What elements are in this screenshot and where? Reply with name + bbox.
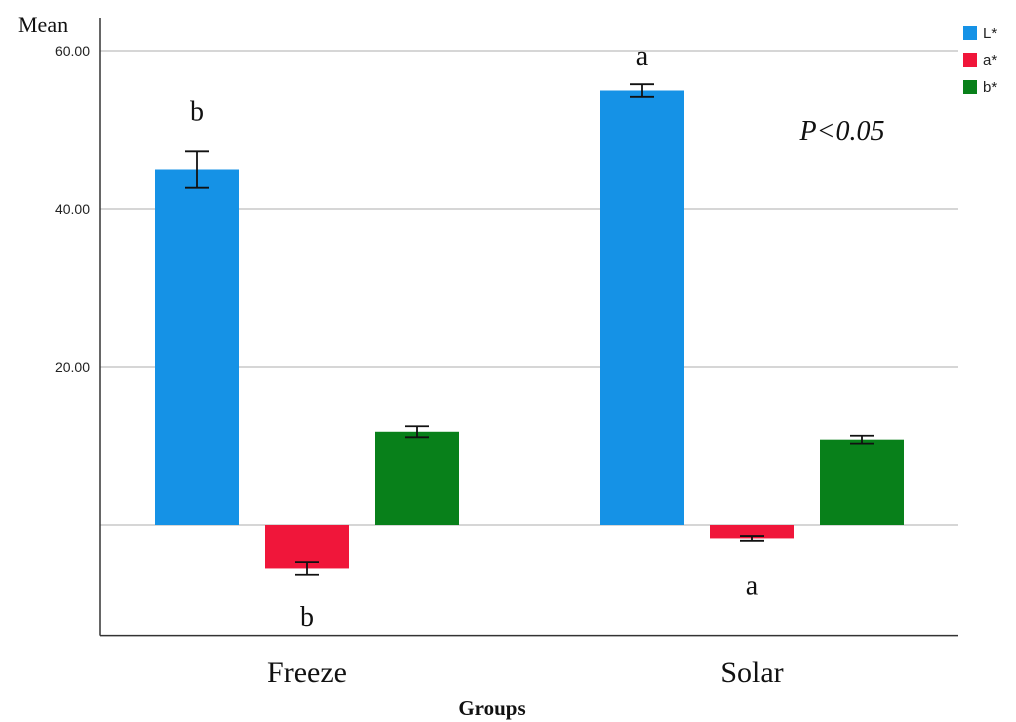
- significance-letter: a: [746, 570, 759, 601]
- legend-swatch: [963, 80, 977, 94]
- error-bar: [850, 434, 874, 445]
- legend-label: L*: [983, 25, 997, 42]
- legend: L* a* b*: [963, 25, 997, 96]
- p-value-annotation: P<0.05: [799, 116, 885, 147]
- x-tick-label: Freeze: [267, 656, 347, 689]
- bar-freeze-b: [375, 431, 459, 525]
- axes: [99, 18, 958, 637]
- significance-letter: b: [300, 602, 314, 633]
- significance-letter: b: [190, 96, 204, 127]
- significance-letter: a: [636, 41, 649, 72]
- y-tick-label: 60.00: [55, 43, 90, 59]
- bars: [155, 90, 904, 569]
- error-bar: [295, 561, 319, 576]
- error-bar: [405, 425, 429, 439]
- legend-swatch: [963, 26, 977, 40]
- error-bar: [630, 83, 654, 98]
- legend-swatch: [963, 53, 977, 67]
- error-bar: [740, 535, 764, 542]
- gridlines: [100, 50, 958, 526]
- bar-solar-l: [600, 90, 684, 525]
- bar-solar-b: [820, 439, 904, 525]
- bar-freeze-l: [155, 169, 239, 525]
- category-labels: Freeze Solar: [267, 656, 784, 689]
- legend-label: b*: [983, 79, 997, 96]
- bar-solar-a: [710, 525, 794, 539]
- x-tick-label: Solar: [720, 656, 783, 689]
- significance-labels: b b a a: [190, 41, 759, 633]
- y-tick-labels: 60.00 40.00 20.00: [55, 43, 90, 375]
- error-bar: [185, 150, 209, 189]
- error-bars: [185, 83, 874, 576]
- x-axis-title: Groups: [458, 696, 525, 720]
- legend-label: a*: [983, 52, 997, 69]
- y-tick-label: 20.00: [55, 359, 90, 375]
- y-tick-label: 40.00: [55, 201, 90, 217]
- bar-freeze-a: [265, 525, 349, 569]
- y-axis-title: Mean: [18, 12, 68, 37]
